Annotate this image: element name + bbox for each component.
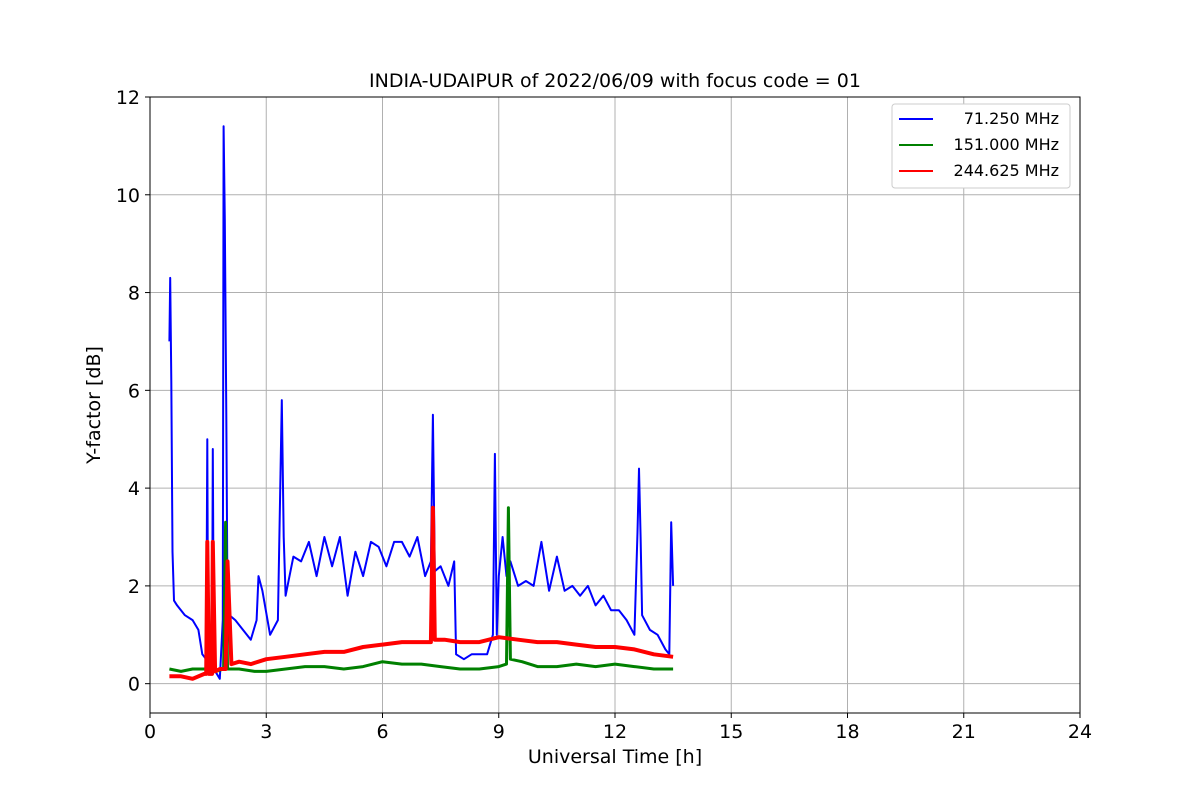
- legend: 71.250 MHz 151.000 MHz 244.625 MHz: [891, 103, 1071, 189]
- y-tick-label: 10: [116, 185, 140, 207]
- x-tick-label: 3: [260, 721, 272, 743]
- chart-title: INDIA-UDAIPUR of 2022/06/09 with focus c…: [369, 70, 861, 92]
- x-axis-label: Universal Time [h]: [528, 746, 702, 768]
- y-axis: 0 2 4 6 8 10 12: [116, 87, 150, 696]
- legend-label: 244.625 MHz: [954, 161, 1059, 180]
- x-tick-label: 18: [835, 721, 859, 743]
- y-tick-label: 6: [128, 380, 140, 402]
- legend-label: 71.250 MHz: [964, 109, 1059, 128]
- series-line-3: [169, 505, 674, 681]
- y-tick-label: 12: [116, 87, 140, 109]
- x-tick-label: 9: [493, 721, 505, 743]
- legend-label: 151.000 MHz: [954, 135, 1059, 154]
- x-tick-label: 0: [144, 721, 156, 743]
- y-tick-label: 4: [128, 478, 140, 500]
- y-tick-label: 0: [128, 674, 140, 696]
- series-line-1: [168, 125, 675, 680]
- series-line-2: [169, 506, 674, 673]
- x-tick-label: 21: [952, 721, 976, 743]
- x-tick-label: 6: [376, 721, 388, 743]
- series-layer: [168, 125, 675, 681]
- x-tick-label: 24: [1068, 721, 1092, 743]
- legend-box: [891, 103, 1071, 189]
- y-axis-label: Y-factor [dB]: [83, 346, 105, 465]
- x-tick-label: 12: [603, 721, 627, 743]
- y-tick-label: 8: [128, 283, 140, 305]
- y-tick-label: 2: [128, 576, 140, 598]
- x-axis: 0 3 6 9 12 15 18 21 24: [144, 713, 1092, 743]
- x-tick-label: 15: [719, 721, 743, 743]
